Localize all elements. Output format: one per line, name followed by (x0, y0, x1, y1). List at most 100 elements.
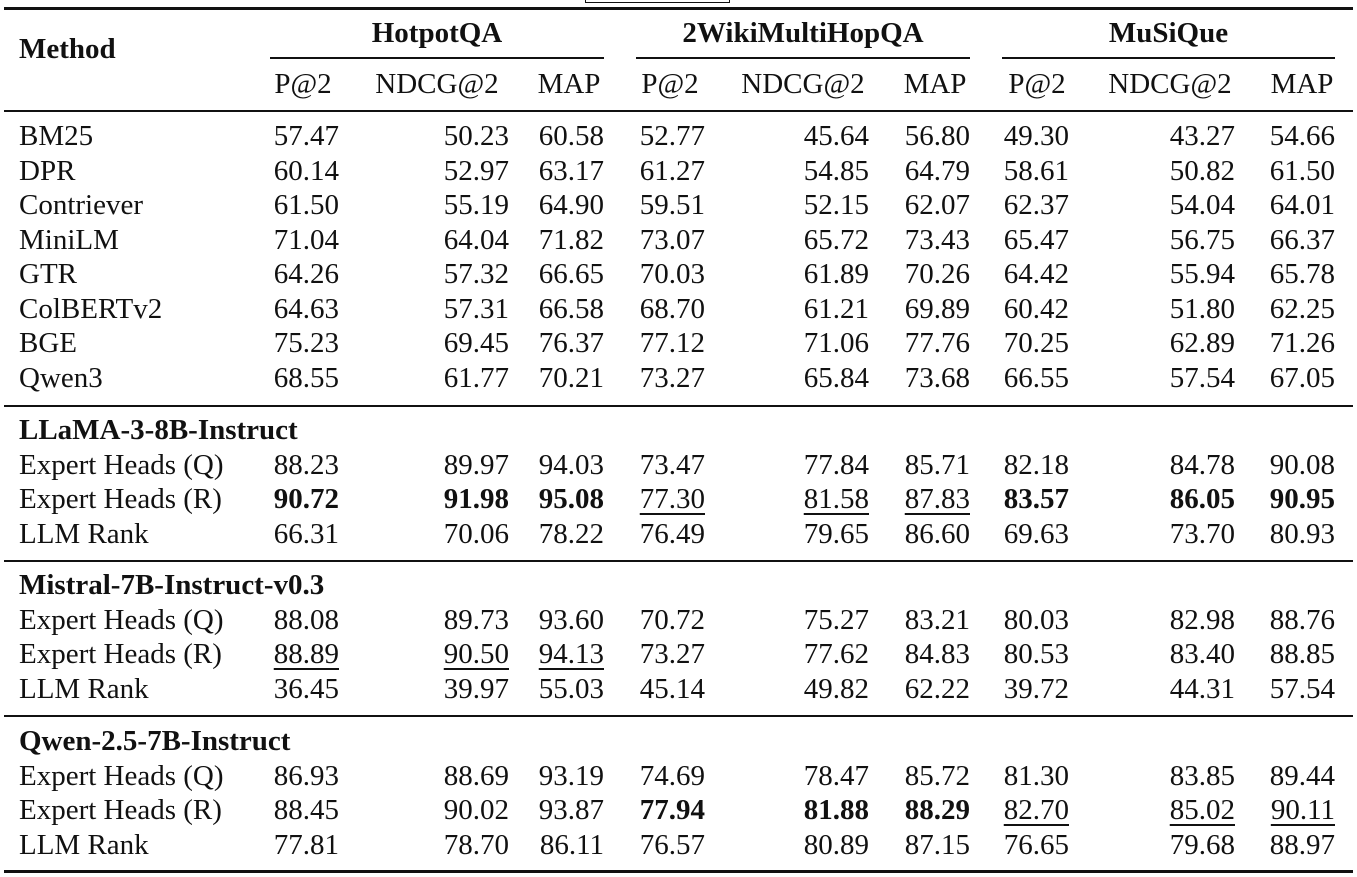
group-title: LLaMA-3-8B-Instruct (19, 414, 298, 446)
metric-value: 77.81 (273, 828, 339, 861)
method-name: MiniLM (19, 223, 119, 256)
metric-value: 82.98 (1169, 603, 1235, 636)
metric-header: MAP (1270, 68, 1334, 100)
metric-value: 49.82 (803, 672, 869, 705)
metric-value: 71.26 (1269, 327, 1335, 359)
metric-value: 76.49 (639, 517, 705, 550)
metric-value: 57.54 (1269, 672, 1335, 705)
metric-header: MAP (903, 68, 967, 100)
metric-value: 36.45 (273, 672, 339, 705)
metric-value: 88.69 (443, 759, 509, 792)
metric-value: 70.21 (538, 361, 604, 394)
group-rule-2 (4, 715, 1353, 717)
metric-value: 71.06 (803, 327, 869, 359)
metric-value: 70.06 (443, 517, 509, 550)
metric-value: 44.31 (1169, 672, 1235, 705)
top-rule (4, 7, 1353, 10)
metric-value: 54.85 (803, 154, 869, 187)
metric-value: 52.15 (803, 189, 869, 221)
metric-value: 39.72 (1003, 672, 1069, 705)
metric-value: 80.89 (803, 828, 869, 861)
method-name: LLM Rank (19, 672, 149, 705)
metric-value: 65.78 (1269, 258, 1335, 290)
metric-value: 94.03 (538, 448, 604, 481)
method-name: BM25 (19, 120, 94, 152)
metric-value: 57.31 (443, 292, 509, 325)
metric-value: 91.98 (443, 483, 509, 515)
metric-value: 81.88 (803, 794, 869, 826)
metric-value: 77.62 (803, 638, 869, 670)
metric-value: 88.45 (273, 794, 339, 826)
metric-value: 81.58 (803, 483, 869, 515)
metric-value: 62.22 (904, 672, 970, 705)
metric-value: 68.55 (273, 361, 339, 394)
metric-value: 84.78 (1169, 448, 1235, 481)
metric-value: 86.93 (273, 759, 339, 792)
metric-value: 86.60 (904, 517, 970, 550)
metric-value: 55.03 (538, 672, 604, 705)
metric-value: 88.85 (1269, 638, 1335, 670)
metric-value: 50.23 (443, 120, 509, 152)
metric-value: 73.27 (639, 638, 705, 670)
metric-value: 66.58 (538, 292, 604, 325)
metric-value: 56.75 (1169, 223, 1235, 256)
metric-header: NDCG@2 (1108, 68, 1232, 100)
metric-value: 67.05 (1269, 361, 1335, 394)
bottom-rule (4, 870, 1353, 873)
metric-value: 82.70 (1003, 794, 1069, 826)
metric-value: 85.72 (904, 759, 970, 792)
metric-value: 77.76 (904, 327, 970, 359)
dataset-cmidrule (270, 57, 604, 59)
metric-value: 60.42 (1003, 292, 1069, 325)
metric-value: 73.47 (639, 448, 705, 481)
metric-value: 80.93 (1269, 517, 1335, 550)
header-bottom-rule (4, 110, 1353, 112)
dataset-cmidrule (636, 57, 970, 59)
metric-value: 43.27 (1169, 120, 1235, 152)
metric-value: 78.47 (803, 759, 869, 792)
metric-header: MAP (537, 68, 601, 100)
metric-value: 90.72 (273, 483, 339, 515)
metric-value: 61.50 (273, 189, 339, 221)
metric-header: P@2 (641, 68, 699, 100)
dataset-cmidrule (1002, 57, 1335, 59)
metric-value: 69.63 (1003, 517, 1069, 550)
metric-value: 57.32 (443, 258, 509, 290)
method-name: Expert Heads (R) (19, 638, 222, 670)
metric-value: 65.72 (803, 223, 869, 256)
metric-value: 76.37 (538, 327, 604, 359)
metric-value: 86.11 (539, 828, 604, 861)
metric-value: 84.83 (904, 638, 970, 670)
metric-value: 68.70 (639, 292, 705, 325)
dataset-header: HotpotQA (371, 17, 503, 49)
metric-value: 73.07 (639, 223, 705, 256)
method-name: LLM Rank (19, 828, 149, 861)
metric-value: 88.76 (1269, 603, 1335, 636)
method-name: Expert Heads (Q) (19, 448, 224, 481)
method-name: Contriever (19, 189, 144, 221)
metric-value: 54.04 (1169, 189, 1235, 221)
metric-value: 64.63 (273, 292, 339, 325)
metric-value: 69.89 (904, 292, 970, 325)
metric-value: 65.47 (1003, 223, 1069, 256)
metric-value: 73.43 (904, 223, 970, 256)
metric-value: 61.50 (1269, 154, 1335, 187)
metric-value: 65.84 (803, 361, 869, 394)
metric-value: 90.95 (1269, 483, 1335, 515)
method-name: Expert Heads (R) (19, 794, 222, 826)
metric-value: 88.29 (904, 794, 970, 826)
metric-value: 81.30 (1003, 759, 1069, 792)
metric-value: 77.84 (803, 448, 869, 481)
metric-value: 61.77 (443, 361, 509, 394)
metric-value: 70.03 (639, 258, 705, 290)
metric-value: 86.05 (1169, 483, 1235, 515)
metric-value: 88.97 (1269, 828, 1335, 861)
metric-header: P@2 (1008, 68, 1066, 100)
metric-value: 71.04 (273, 223, 339, 256)
metric-value: 73.27 (639, 361, 705, 394)
method-name: Expert Heads (Q) (19, 759, 224, 792)
metric-value: 90.50 (443, 638, 509, 670)
metric-value: 45.14 (639, 672, 705, 705)
metric-value: 62.89 (1169, 327, 1235, 359)
metric-value: 61.89 (803, 258, 869, 290)
